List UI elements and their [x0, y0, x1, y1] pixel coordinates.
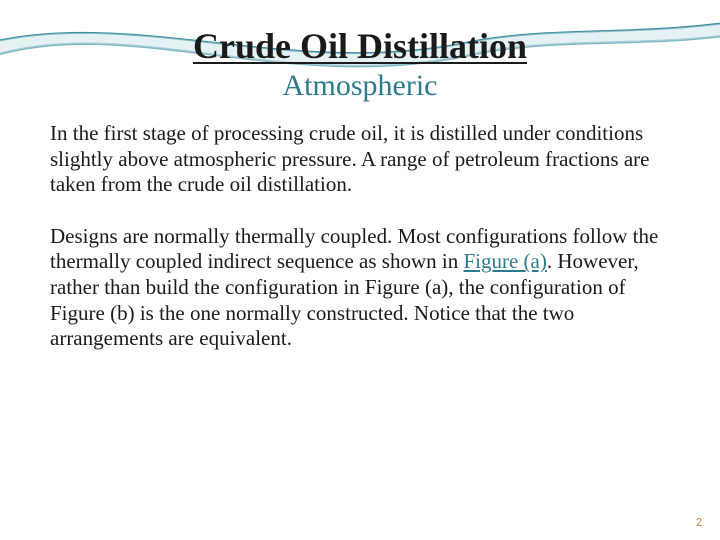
page-number: 2: [696, 516, 702, 530]
slide-subtitle: Atmospheric: [50, 69, 670, 103]
slide-content: Crude Oil Distillation Atmospheric In th…: [0, 0, 720, 352]
slide-title: Crude Oil Distillation: [50, 25, 670, 67]
figure-a-link[interactable]: Figure (a): [463, 249, 546, 273]
paragraph-2: Designs are normally thermally coupled. …: [50, 224, 670, 352]
paragraph-1: In the first stage of processing crude o…: [50, 121, 670, 198]
